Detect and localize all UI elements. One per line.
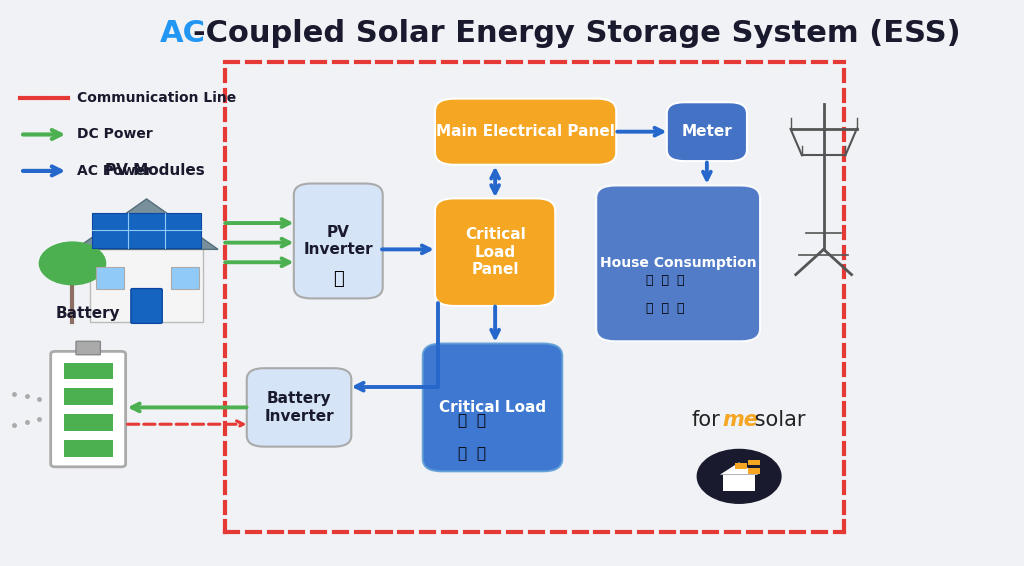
Text: Critical Load: Critical Load: [439, 400, 546, 415]
Polygon shape: [75, 199, 218, 250]
Text: AC: AC: [160, 19, 206, 48]
FancyBboxPatch shape: [63, 388, 113, 405]
FancyBboxPatch shape: [90, 250, 203, 322]
Circle shape: [39, 242, 105, 285]
FancyBboxPatch shape: [171, 267, 199, 289]
Text: 🍞  📺  🚗: 🍞 📺 🚗: [646, 274, 684, 287]
FancyBboxPatch shape: [596, 186, 760, 341]
Text: DC Power: DC Power: [77, 127, 153, 142]
FancyBboxPatch shape: [63, 414, 113, 431]
Circle shape: [697, 449, 781, 503]
FancyBboxPatch shape: [63, 363, 113, 379]
Text: solar: solar: [748, 410, 805, 430]
Text: 💡  📟: 💡 📟: [458, 413, 485, 428]
Text: -Coupled Solar Energy Storage System (ESS): -Coupled Solar Energy Storage System (ES…: [193, 19, 961, 48]
FancyBboxPatch shape: [51, 351, 126, 467]
Text: Main Electrical Panel: Main Electrical Panel: [436, 124, 615, 139]
Text: AC Power: AC Power: [77, 164, 152, 178]
FancyBboxPatch shape: [131, 289, 162, 323]
FancyBboxPatch shape: [63, 440, 113, 457]
FancyBboxPatch shape: [435, 198, 555, 306]
Text: for: for: [691, 410, 720, 430]
Text: PV
Inverter: PV Inverter: [303, 225, 373, 257]
FancyBboxPatch shape: [748, 468, 760, 474]
Text: Battery
Inverter: Battery Inverter: [264, 391, 334, 423]
FancyBboxPatch shape: [92, 213, 202, 248]
FancyBboxPatch shape: [76, 341, 100, 355]
FancyBboxPatch shape: [723, 475, 755, 491]
FancyBboxPatch shape: [294, 183, 383, 298]
Text: Battery: Battery: [56, 306, 121, 321]
Text: 🔌: 🔌: [333, 269, 344, 288]
Text: Critical
Load
Panel: Critical Load Panel: [465, 228, 525, 277]
Text: House Consumption: House Consumption: [600, 256, 757, 271]
FancyBboxPatch shape: [667, 102, 746, 161]
FancyBboxPatch shape: [748, 460, 760, 465]
FancyBboxPatch shape: [96, 267, 124, 289]
Polygon shape: [720, 462, 759, 475]
Text: 🫖  📠  📱: 🫖 📠 📱: [646, 302, 684, 315]
FancyBboxPatch shape: [735, 464, 746, 469]
FancyBboxPatch shape: [247, 368, 351, 447]
Text: 📡  🖥: 📡 🖥: [458, 447, 485, 461]
Text: me: me: [723, 410, 759, 430]
Text: Meter: Meter: [682, 124, 732, 139]
Text: PV Modules: PV Modules: [105, 164, 205, 178]
FancyBboxPatch shape: [435, 98, 616, 165]
Text: Communication Line: Communication Line: [77, 91, 237, 105]
FancyBboxPatch shape: [423, 344, 562, 471]
